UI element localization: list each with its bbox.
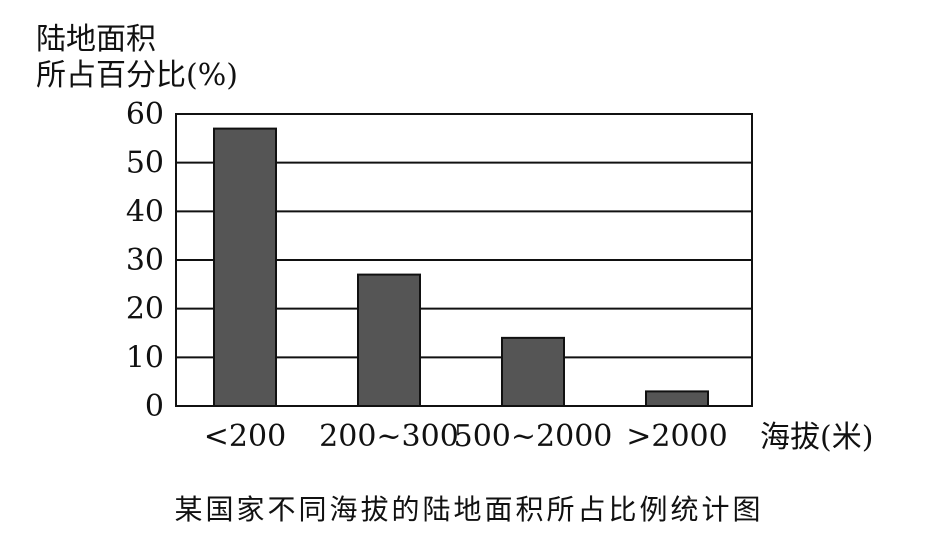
y-tick-label: 10	[126, 340, 164, 375]
y-tick-label: 60	[126, 97, 164, 132]
x-tick-label: >2000	[626, 419, 727, 454]
y-tick-label: 0	[145, 389, 164, 424]
y-axis-label-line1: 陆地面积	[36, 22, 156, 57]
y-tick-label: 20	[126, 292, 164, 327]
x-tick-label: 500~2000	[454, 419, 613, 454]
x-tick-label: 200~300	[319, 419, 459, 454]
bar	[501, 336, 565, 407]
y-tick-label: 40	[126, 194, 164, 229]
chart-caption: 某国家不同海拔的陆地面积所占比例统计图	[174, 493, 764, 526]
y-axis-label-line2: 所占百分比(%)	[36, 58, 238, 93]
y-tick-label: 30	[126, 243, 164, 278]
bar	[213, 127, 277, 407]
x-tick-label: <200	[204, 419, 286, 454]
x-axis-label: 海拔(米)	[760, 420, 874, 455]
bar	[645, 390, 709, 407]
bar	[357, 273, 421, 407]
y-tick-label: 50	[126, 146, 164, 181]
